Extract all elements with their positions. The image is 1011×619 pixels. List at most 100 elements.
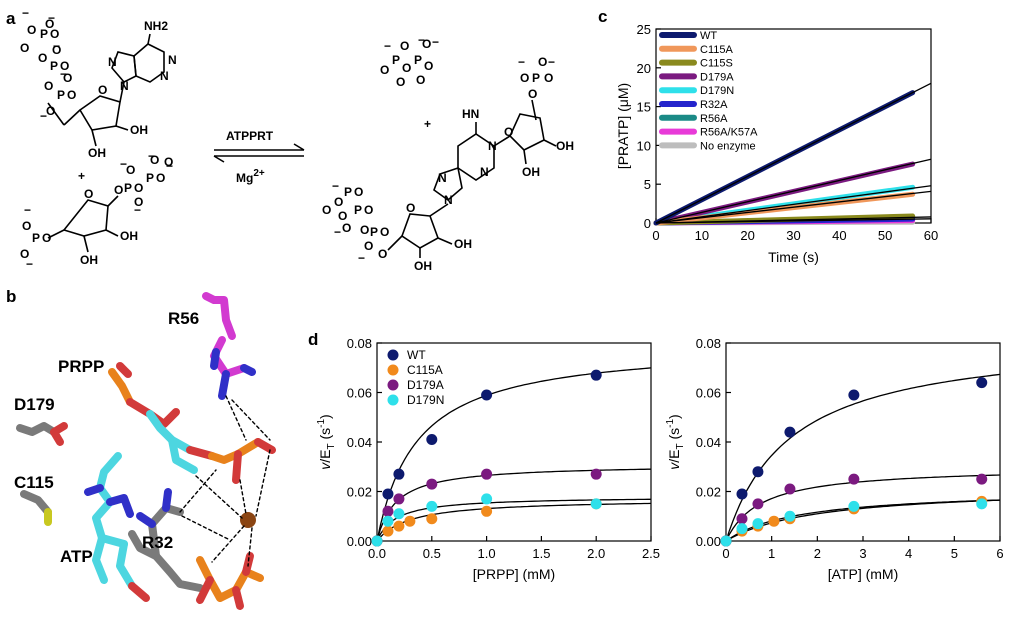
x-tick-label: 6 xyxy=(996,546,1003,561)
svg-text:−: − xyxy=(418,33,425,47)
x-tick-label: 60 xyxy=(924,228,938,243)
svg-text:O: O xyxy=(38,51,47,65)
legend-label: C115S xyxy=(700,58,733,70)
legend-label: D179N xyxy=(407,393,444,407)
svg-text:OH: OH xyxy=(88,146,106,160)
svg-text:O: O xyxy=(60,59,69,73)
data-point xyxy=(720,535,732,547)
y-tick-label: 15 xyxy=(637,100,651,115)
x-tick-label: 0.0 xyxy=(368,546,386,561)
svg-text:−: − xyxy=(60,67,67,81)
data-point xyxy=(481,505,493,517)
residue-label-atp: ATP xyxy=(60,547,93,566)
y-axis-label: v/ET (s-1) xyxy=(665,414,686,469)
svg-text:O: O xyxy=(134,181,143,195)
svg-text:N: N xyxy=(480,165,489,179)
residue-label-d179: D179 xyxy=(14,395,55,414)
svg-text:P: P xyxy=(532,71,540,85)
svg-text:O: O xyxy=(380,63,389,77)
pratp-structure: − O P O O − O O OH OH N N HN N N O xyxy=(322,55,574,273)
svg-text:O: O xyxy=(334,195,343,209)
svg-text:O: O xyxy=(164,155,173,169)
x-tick-label: 1.0 xyxy=(478,546,496,561)
x-tick-label: 2 xyxy=(814,546,821,561)
svg-text:P: P xyxy=(370,225,378,239)
y-tick-label: 0 xyxy=(644,216,651,231)
svg-text:OH: OH xyxy=(556,139,574,153)
x-tick-label: 30 xyxy=(786,228,800,243)
fit-line xyxy=(655,218,932,224)
svg-text:−: − xyxy=(40,109,47,123)
x-tick-label: 20 xyxy=(740,228,754,243)
data-point xyxy=(404,515,416,527)
svg-text:P: P xyxy=(50,59,58,73)
x-tick-label: 3 xyxy=(859,546,866,561)
svg-text:P: P xyxy=(124,181,132,195)
panel-b-label: b xyxy=(6,287,16,306)
y-tick-label: 0.08 xyxy=(696,336,721,351)
fit-line xyxy=(655,158,932,224)
y-tick-label: 10 xyxy=(637,138,651,153)
data-point xyxy=(382,505,394,517)
x-tick-label: 4 xyxy=(905,546,912,561)
svg-text:P: P xyxy=(354,203,362,217)
svg-text:O: O xyxy=(528,87,537,101)
svg-text:O: O xyxy=(52,43,61,57)
equilibrium-arrow xyxy=(213,143,305,163)
svg-text:O: O xyxy=(67,88,76,102)
svg-text:−: − xyxy=(134,203,141,217)
svg-text:−: − xyxy=(53,39,60,53)
x-tick-label: 40 xyxy=(832,228,846,243)
svg-text:+: + xyxy=(424,117,431,131)
fit-curve xyxy=(725,373,1001,542)
residue-label-r32: R32 xyxy=(142,533,173,552)
legend-label: WT xyxy=(407,348,426,362)
x-tick-label: 1 xyxy=(768,546,775,561)
svg-text:O: O xyxy=(538,55,547,69)
svg-text:−: − xyxy=(148,149,155,163)
svg-text:O: O xyxy=(322,203,331,217)
x-axis-label: [ATP] (mM) xyxy=(828,566,899,582)
chart-d-atp: 0 1 2 3 4 5 6 0.00 0.02 0.04 0.06 0.08 [ATP] (mM) v/E… xyxy=(665,336,1004,582)
svg-text:O: O xyxy=(416,73,425,87)
svg-text:O: O xyxy=(380,225,389,239)
svg-text:O: O xyxy=(520,71,529,85)
svg-text:−: − xyxy=(334,225,341,239)
svg-text:N: N xyxy=(108,55,117,69)
data-point xyxy=(393,508,405,520)
svg-text:−: − xyxy=(384,39,391,53)
svg-text:O: O xyxy=(504,125,513,139)
y-tick-label: 0.02 xyxy=(347,485,372,500)
svg-text:OH: OH xyxy=(414,259,432,273)
fit-line xyxy=(655,82,932,224)
atp-structure: − O P O O − O O P O O − O P O O − O − O … xyxy=(20,6,177,160)
y-tick-label: 20 xyxy=(637,61,651,76)
data-point xyxy=(426,434,438,446)
x-tick-label: 2.5 xyxy=(642,546,660,561)
svg-text:O: O xyxy=(396,75,405,89)
svg-text:O: O xyxy=(360,223,369,237)
legend-label: C115A xyxy=(700,44,733,56)
y-tick-label: 0.00 xyxy=(696,534,721,549)
svg-text:O: O xyxy=(364,203,373,217)
svg-text:P: P xyxy=(392,53,400,67)
svg-text:N: N xyxy=(488,139,497,153)
svg-text:NH2: NH2 xyxy=(144,19,168,33)
svg-text:OH: OH xyxy=(120,229,138,243)
cofactor-label: Mg2+ xyxy=(236,168,265,185)
data-point xyxy=(848,500,860,512)
data-point xyxy=(784,510,796,522)
fit-line xyxy=(655,190,932,224)
legend-label: R56A/K57A xyxy=(700,127,758,139)
svg-text:O: O xyxy=(156,171,165,185)
svg-text:O: O xyxy=(20,247,29,261)
svg-text:−: − xyxy=(332,179,339,193)
data-point xyxy=(371,535,383,547)
data-point xyxy=(590,468,602,480)
pyrophosphate-structure: − O P O O O P O O − − O xyxy=(380,33,439,89)
data-point xyxy=(976,498,988,510)
svg-text:OH: OH xyxy=(454,237,472,251)
y-tick-label: 5 xyxy=(644,177,651,192)
svg-text:OH: OH xyxy=(130,123,148,137)
svg-text:−: − xyxy=(120,157,127,171)
